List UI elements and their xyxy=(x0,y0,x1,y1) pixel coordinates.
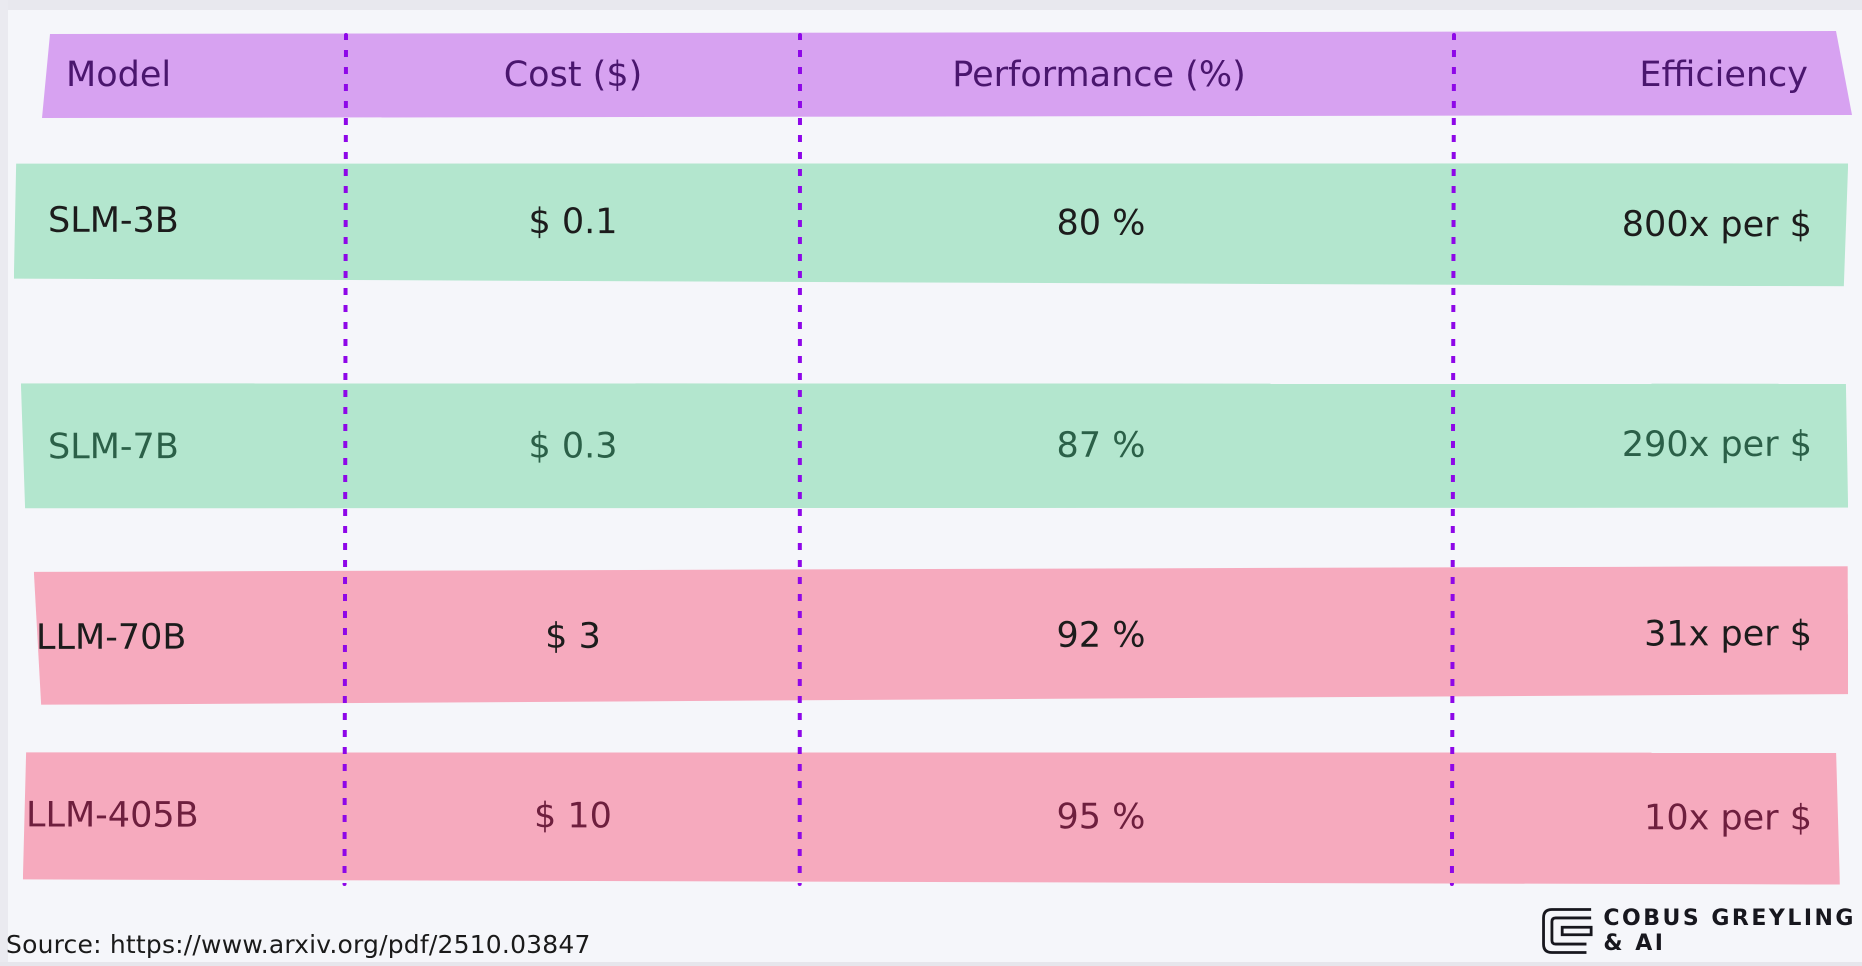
table-header-row: Model Cost ($) Performance (%) Efficienc… xyxy=(40,31,1852,118)
efficiency-cell: 10x per $ xyxy=(1644,798,1813,839)
table-row-llm-70b: LLM-70B $ 3 92 % 31x per $ xyxy=(14,566,1848,705)
frame-bottom-edge xyxy=(0,962,1862,966)
brand-logo: COBUS GREYLING & AI xyxy=(1537,903,1856,959)
cost-cell: $ 10 xyxy=(533,796,613,837)
cost-cell: $ 0.1 xyxy=(528,201,618,242)
cost-cell: $ 0.3 xyxy=(528,425,618,467)
source-text: Source: https://www.arxiv.org/pdf/2510.0… xyxy=(6,930,591,959)
table-row-llm-405b: LLM-405B $ 10 95 % 10x per $ xyxy=(14,749,1848,884)
column-header-performance: Performance (%) xyxy=(952,54,1246,95)
efficiency-cell: 800x per $ xyxy=(1621,204,1813,245)
column-header-cost: Cost ($) xyxy=(503,54,643,95)
performance-cell: 95 % xyxy=(1056,797,1146,838)
brand-text: COBUS GREYLING & AI xyxy=(1603,906,1856,957)
model-cell: LLM-405B xyxy=(25,795,199,836)
column-divider-2 xyxy=(797,32,802,887)
column-header-model: Model xyxy=(66,54,172,95)
cobus-greyling-logo-icon xyxy=(1542,908,1593,954)
model-cell: SLM-3B xyxy=(47,200,179,241)
frame-top-edge xyxy=(0,0,1862,10)
column-header-efficiency: Efficiency xyxy=(1639,54,1808,95)
table-row-slm-7b: SLM-7B $ 0.3 87 % 290x per $ xyxy=(14,381,1848,511)
table-row-slm-3b: SLM-3B $ 0.1 80 % 800x per $ xyxy=(14,159,1848,287)
cost-cell: $ 3 xyxy=(545,616,601,657)
brand-ai-line: & AI xyxy=(1603,931,1666,956)
brand-name: COBUS GREYLING xyxy=(1603,905,1856,931)
model-cell: SLM-7B xyxy=(47,426,179,467)
performance-cell: 80 % xyxy=(1056,202,1146,244)
frame-left-edge xyxy=(0,0,8,966)
model-cell: LLM-70B xyxy=(35,617,187,658)
performance-cell: 92 % xyxy=(1056,615,1146,656)
performance-cell: 87 % xyxy=(1056,425,1146,466)
efficiency-cell: 290x per $ xyxy=(1621,424,1813,465)
efficiency-cell: 31x per $ xyxy=(1644,613,1813,655)
